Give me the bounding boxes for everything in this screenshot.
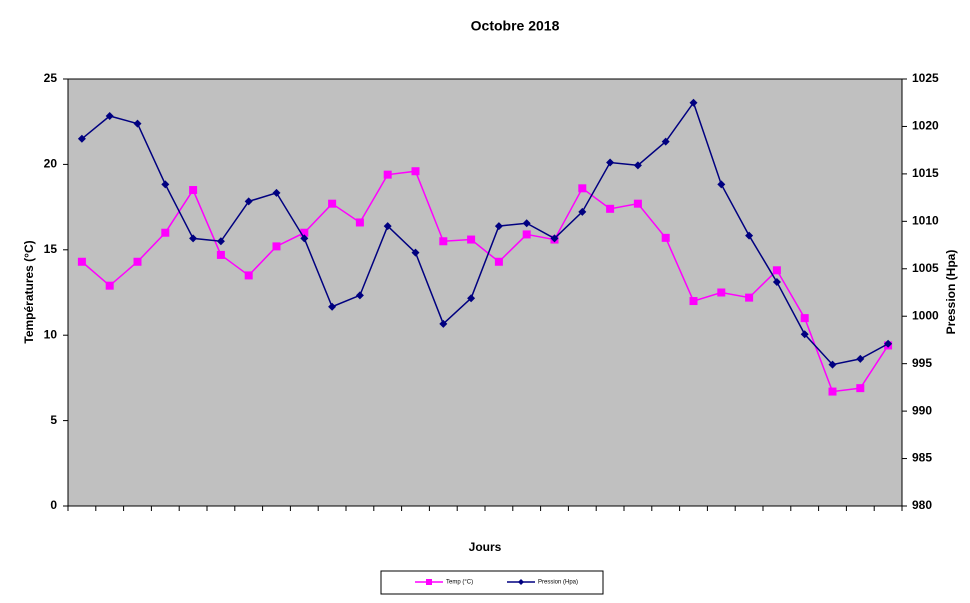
marker [439, 319, 448, 328]
marker [189, 186, 198, 195]
marker [355, 218, 364, 227]
legend-marker [426, 579, 432, 585]
marker [77, 257, 86, 266]
marker [467, 235, 476, 244]
marker [856, 384, 865, 393]
legend-label: Pression (Hpa) [538, 580, 578, 586]
y2-tick-label: 1015 [912, 166, 939, 180]
marker [606, 158, 615, 167]
y-tick-label: 0 [50, 498, 57, 512]
y-tick-label: 5 [50, 413, 57, 427]
marker [105, 112, 114, 121]
y-tick-label: 15 [44, 242, 58, 256]
marker [216, 250, 225, 259]
marker [411, 248, 420, 257]
marker [272, 242, 281, 251]
legend-label: Temp (°C) [446, 580, 473, 586]
marker [216, 237, 225, 246]
marker [717, 180, 726, 189]
chart-title: Octobre 2018 [471, 18, 560, 34]
marker [244, 271, 253, 280]
y2-tick-label: 985 [912, 451, 932, 465]
marker [328, 199, 337, 208]
marker [244, 197, 253, 206]
marker [133, 119, 142, 128]
marker [355, 291, 364, 300]
marker [383, 170, 392, 179]
marker [633, 161, 642, 170]
marker [383, 222, 392, 231]
marker [772, 278, 781, 287]
marker [800, 330, 809, 339]
series-line [81, 101, 889, 366]
marker [189, 234, 198, 243]
marker [800, 314, 809, 323]
y-tick-label: 25 [44, 71, 58, 85]
y2-tick-label: 1020 [912, 119, 939, 133]
y2-tick-label: 980 [912, 498, 932, 512]
marker [328, 302, 337, 311]
marker [105, 281, 114, 290]
marker [661, 137, 670, 146]
marker [300, 234, 309, 243]
marker [550, 234, 559, 243]
plot-area [67, 78, 903, 507]
marker [745, 231, 754, 240]
marker [689, 98, 698, 107]
marker [717, 288, 726, 297]
marker [689, 297, 698, 306]
marker [578, 207, 587, 216]
x-axis-title: Jours [469, 540, 502, 554]
marker [494, 222, 503, 231]
marker [772, 266, 781, 275]
marker [828, 360, 837, 369]
y2-tick-label: 1005 [912, 261, 939, 275]
marker [300, 228, 309, 237]
y-tick-label: 20 [44, 157, 58, 171]
y2-tick-label: 995 [912, 356, 932, 370]
marker [161, 228, 170, 237]
marker [522, 230, 531, 239]
marker [828, 387, 837, 396]
series-line [81, 170, 889, 393]
marker [578, 184, 587, 193]
y-tick-label: 10 [44, 327, 58, 341]
marker [77, 134, 86, 143]
marker [272, 188, 281, 197]
marker [884, 339, 893, 348]
marker [606, 204, 615, 213]
marker [494, 257, 503, 266]
marker [633, 199, 642, 208]
marker [161, 180, 170, 189]
marker [661, 233, 670, 242]
marker [133, 257, 142, 266]
marker [745, 293, 754, 302]
marker [411, 167, 420, 176]
marker [439, 237, 448, 246]
y2-tick-label: 1010 [912, 214, 939, 228]
y2-tick-label: 990 [912, 403, 932, 417]
legend [380, 570, 604, 595]
y-axis-title: Températures (°C) [22, 240, 36, 343]
marker [856, 354, 865, 363]
legend-marker [518, 579, 524, 585]
y2-axis-title: Pression (Hpa) [944, 250, 958, 335]
y2-tick-label: 1000 [912, 308, 939, 322]
marker [467, 294, 476, 303]
y2-tick-label: 1025 [912, 71, 939, 85]
marker [522, 219, 531, 228]
